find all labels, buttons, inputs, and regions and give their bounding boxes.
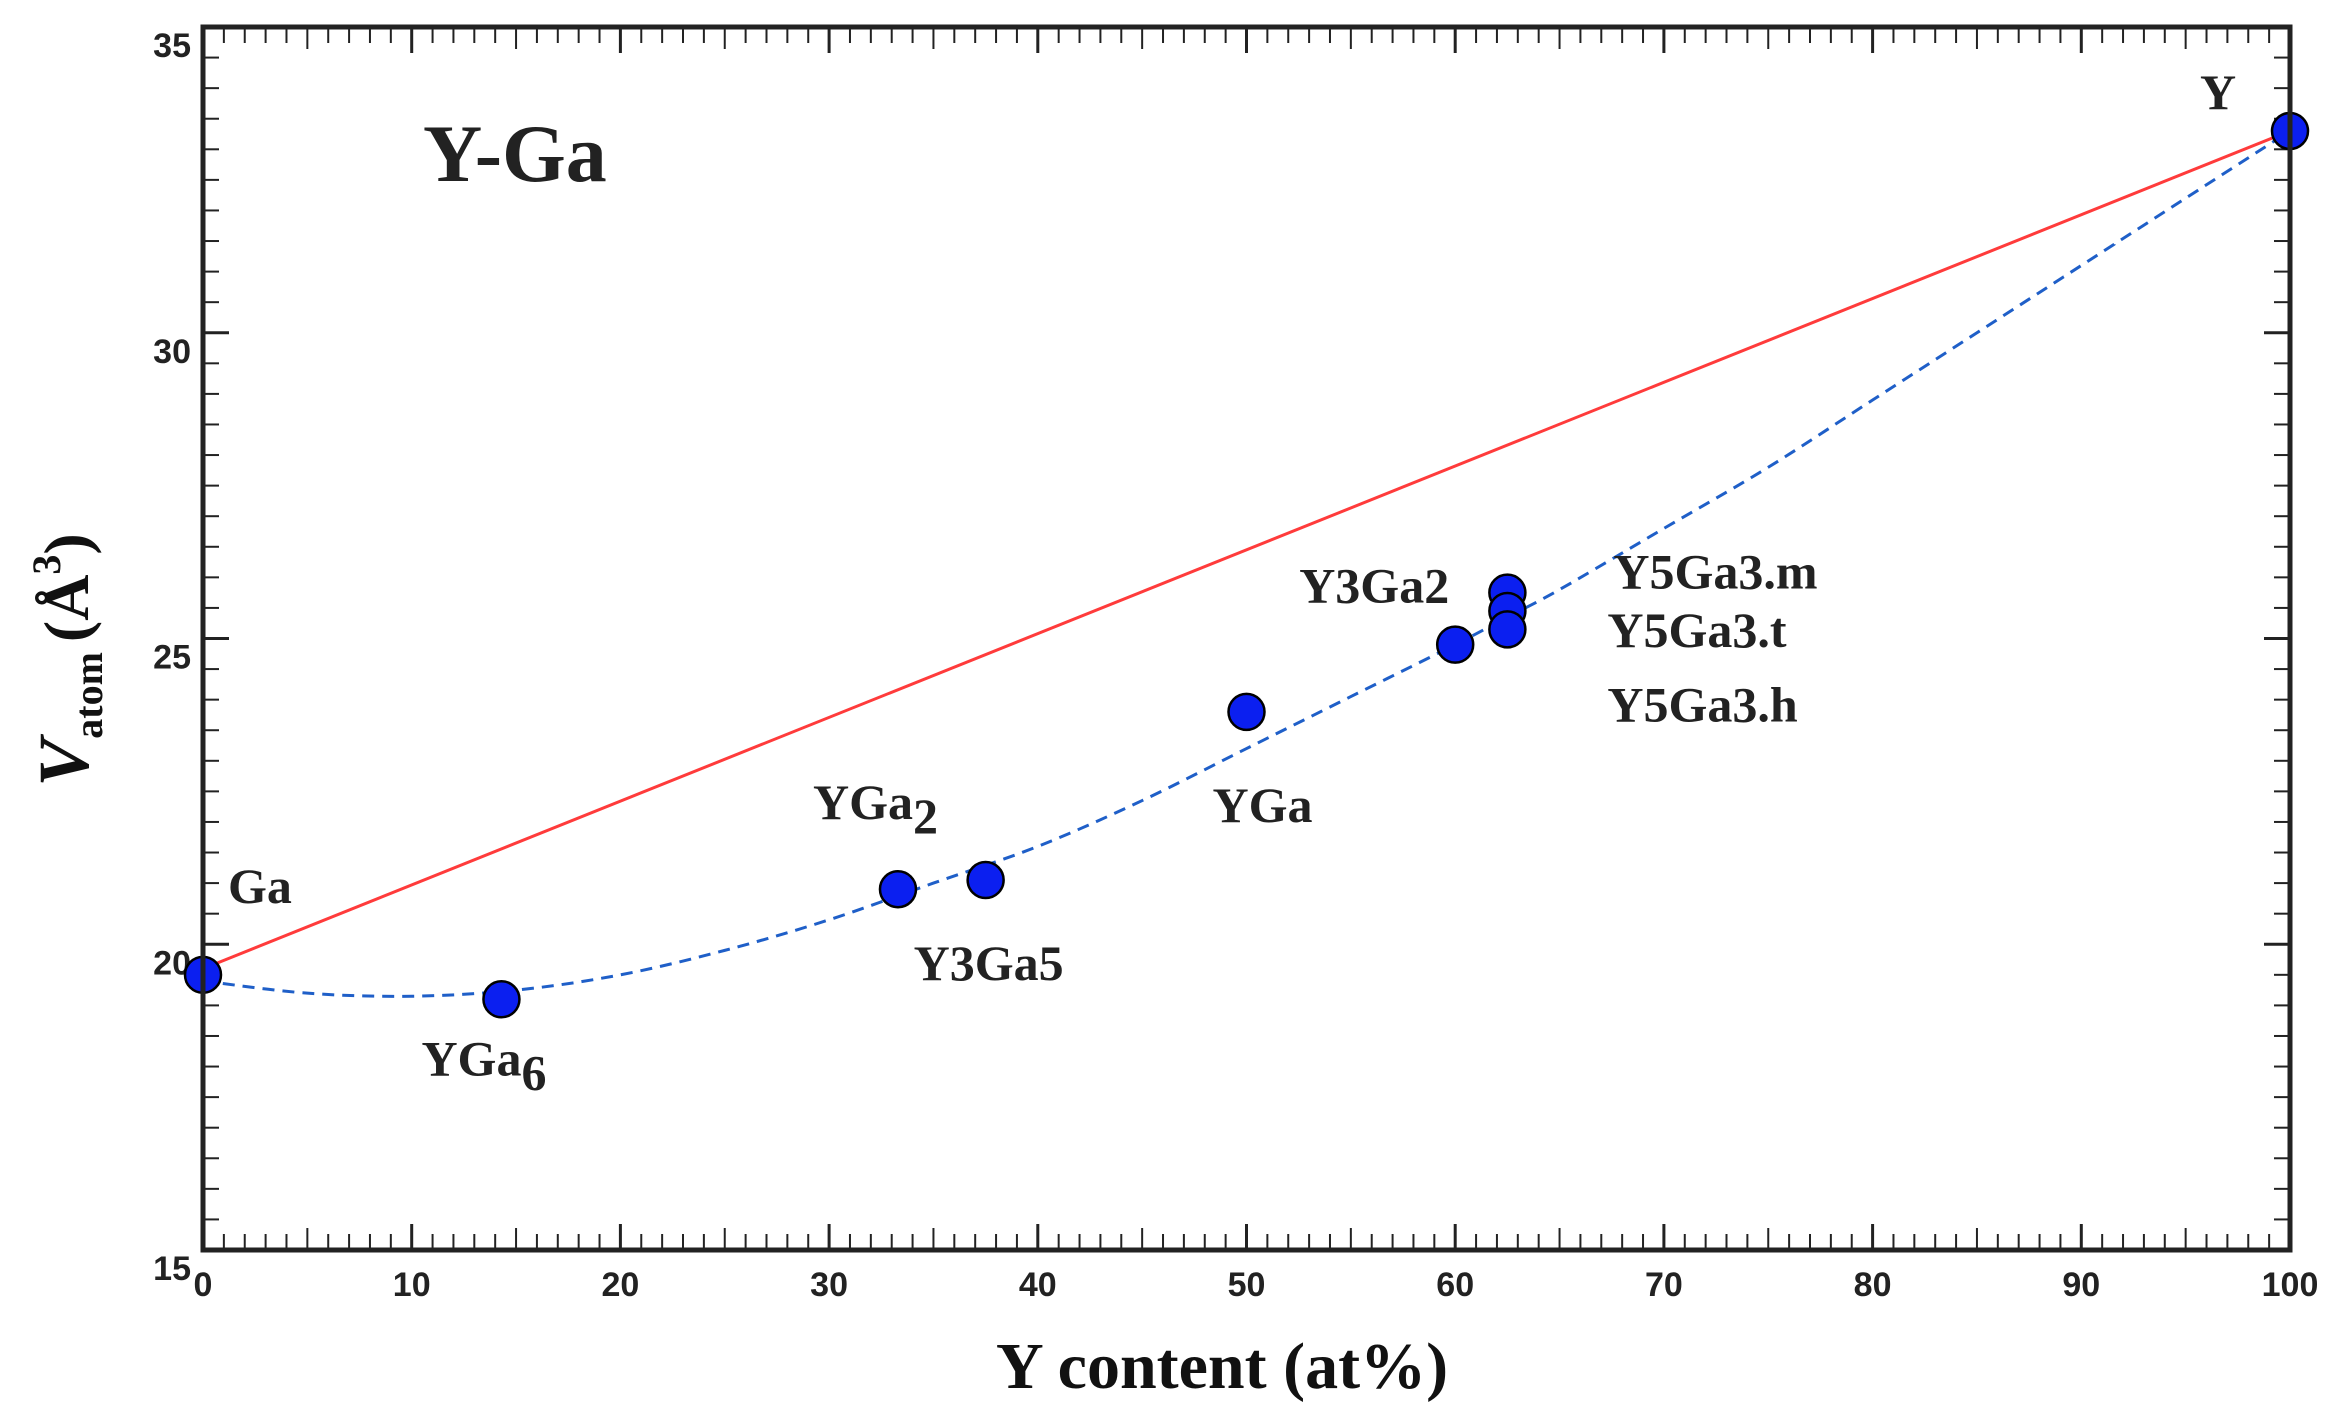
x-tick-label: 70 — [1645, 1266, 1683, 1304]
point-label-subscript: 2 — [913, 788, 938, 844]
data-point — [1435, 625, 1475, 664]
x-tick-label: 0 — [194, 1266, 213, 1304]
x-tick-label: 20 — [601, 1266, 639, 1304]
x-tick-label: 30 — [810, 1266, 848, 1304]
point-label: Y5Ga3.t — [1607, 602, 1787, 658]
y-tick-label: 30 — [153, 333, 191, 371]
point-label: Y5Ga3.h — [1607, 676, 1798, 732]
data-point — [1227, 692, 1266, 732]
y-axis-title: Vatom (Å3) — [24, 533, 111, 787]
y-axis-title-unit: (Å — [31, 575, 102, 643]
x-tick-label: 100 — [2262, 1266, 2319, 1304]
point-label: Y3Ga5 — [914, 935, 1064, 991]
ideal-mixing-line — [202, 129, 2291, 971]
fit-curve — [202, 129, 2291, 998]
axis-ticks — [201, 25, 2292, 1252]
x-tick-label: 40 — [1019, 1266, 1057, 1304]
x-tick-label: 60 — [1436, 1266, 1474, 1304]
y-tick-label: 35 — [153, 27, 191, 65]
chart-title: Y-Ga — [423, 108, 607, 199]
point-label: Ga — [228, 858, 292, 914]
y-axis-title-close: ) — [31, 533, 102, 554]
point-label: Y — [2200, 64, 2236, 120]
point-label: Y3Ga2 — [1299, 558, 1449, 614]
y-tick-label: 25 — [153, 639, 191, 677]
x-tick-label: 10 — [393, 1266, 431, 1304]
x-tick-label: 50 — [1228, 1266, 1266, 1304]
plot-frame — [200, 24, 2293, 1253]
x-tick-label: 80 — [1854, 1266, 1892, 1304]
x-tick-label: 90 — [2062, 1266, 2100, 1304]
data-point — [966, 860, 1005, 900]
y-axis-title-sup: 3 — [24, 555, 69, 575]
y-axis-title-sub: atom — [66, 652, 111, 739]
point-label-subscript: 6 — [521, 1044, 546, 1100]
data-point — [1488, 610, 1527, 649]
data-point — [482, 980, 521, 1019]
data-point — [878, 869, 918, 909]
point-label: Y5Ga3.m — [1613, 544, 1817, 600]
y-axis-title-main: V — [24, 734, 104, 787]
x-axis-title: Y content (at%) — [996, 1330, 1448, 1403]
point-label: YGa — [1213, 777, 1313, 833]
y-tick-label: 15 — [153, 1250, 191, 1288]
